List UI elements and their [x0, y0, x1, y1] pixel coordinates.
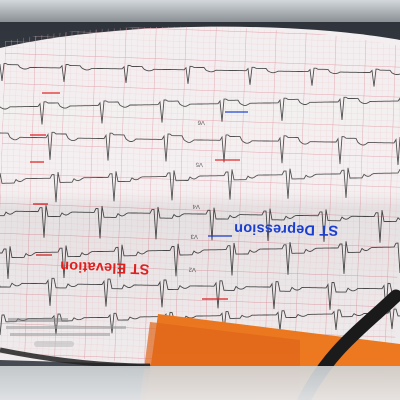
ecg-trace: [0, 166, 400, 204]
ecg-trace: [0, 95, 400, 125]
svg-text:V4: V4: [192, 203, 200, 209]
ecg-trace: [0, 204, 400, 243]
ecg-traces: [0, 63, 400, 336]
photo-bottom-edge: [0, 366, 400, 400]
svg-text:V3: V3: [190, 233, 198, 239]
ecg-trace: [0, 276, 400, 311]
svg-text:V6: V6: [197, 119, 205, 125]
blurred-print: [6, 318, 126, 347]
st-elevation-marks: [30, 92, 240, 300]
st-depression-label: ST Depression: [233, 220, 339, 238]
st-elevation-label: ST Elevation: [59, 257, 150, 277]
ecg-trace: [0, 308, 400, 336]
st-depression-marks: [208, 111, 248, 237]
svg-text:V5: V5: [195, 161, 203, 167]
svg-text:V2: V2: [188, 266, 196, 272]
ecg-trace: [0, 130, 400, 166]
photo-top-edge: [0, 0, 400, 22]
ecg-trace: [0, 240, 400, 279]
lead-markers: V6 V5 V4 V3 V2: [188, 119, 205, 272]
ecg-trace: [0, 63, 400, 87]
